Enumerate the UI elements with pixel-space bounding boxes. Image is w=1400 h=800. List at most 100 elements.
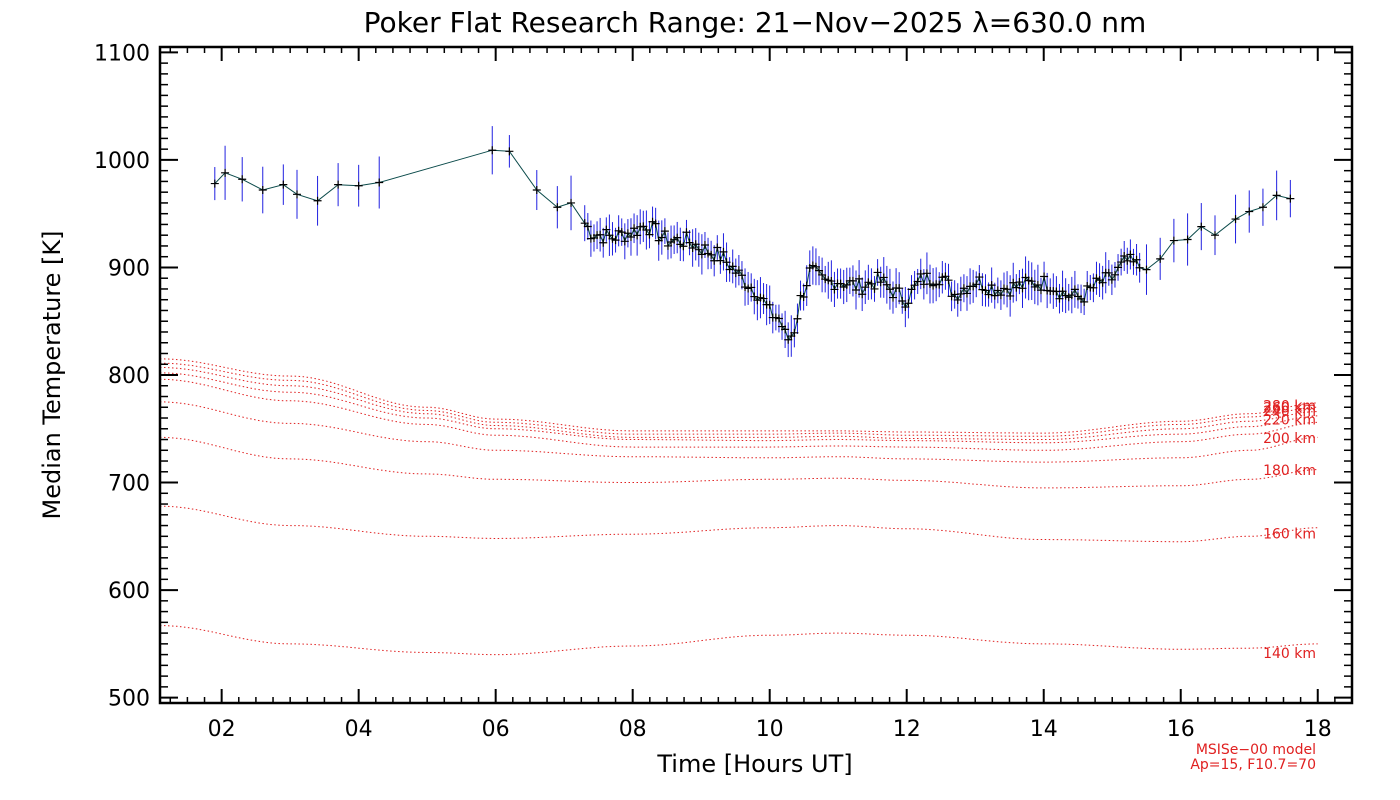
model-curve-160-km: [160, 505, 1318, 543]
data-point: [660, 227, 669, 236]
data-point: [1117, 258, 1126, 267]
data-point: [799, 293, 808, 302]
data-point: [602, 225, 611, 234]
data-point: [759, 294, 768, 303]
model-label-240-km: 240 km: [1263, 404, 1316, 420]
model-curve-280-km: [160, 362, 1318, 437]
data-point: [673, 233, 682, 242]
model-curve-200-km: [160, 401, 1318, 463]
model-label-280-km: 280 km: [1263, 398, 1316, 414]
error-bars: [214, 126, 1291, 358]
data-point: [1132, 255, 1141, 264]
y-axis-ticks: 500 600 700 800 900 1000 1100: [94, 41, 1352, 712]
data-point: [815, 266, 824, 275]
data-point: [1107, 275, 1116, 284]
data-point: [790, 328, 799, 337]
data-point: [1104, 268, 1113, 277]
data-point: [876, 278, 885, 287]
data-point: [1033, 281, 1042, 290]
data-point: [697, 250, 706, 259]
data-point: [1114, 263, 1123, 272]
data-point: [642, 226, 651, 235]
x-tick-label: 12: [893, 717, 921, 742]
data-point: [916, 269, 925, 278]
data-point: [861, 283, 870, 292]
data-point: [889, 293, 898, 302]
data-point: [944, 276, 953, 285]
data-point: [907, 285, 916, 294]
data-point: [895, 284, 904, 293]
model-curve-140-km: [160, 625, 1318, 656]
data-point: [532, 186, 541, 195]
data-point: [505, 147, 514, 156]
y-tick-label: 700: [108, 472, 150, 497]
data-point: [630, 224, 639, 233]
data-point: [700, 240, 709, 249]
model-footnote-line-2: Ap=15, F10.7=70: [1190, 757, 1316, 773]
x-tick-label: 18: [1304, 717, 1332, 742]
data-point: [626, 232, 635, 241]
data-point: [1018, 284, 1027, 293]
data-point: [848, 276, 857, 285]
data-point: [354, 181, 363, 190]
data-point: [959, 284, 968, 293]
data-point: [707, 250, 716, 259]
data-point: [818, 270, 827, 279]
data-point: [879, 273, 888, 282]
y-tick-label: 1100: [94, 41, 150, 66]
data-point: [1080, 297, 1089, 306]
data-point: [210, 179, 219, 188]
model-curve-260-km: [160, 367, 1318, 440]
data-point: [1169, 236, 1178, 245]
data-point: [1245, 207, 1254, 216]
data-point: [996, 291, 1005, 300]
data-point: [747, 283, 756, 292]
y-tick-label: 800: [108, 364, 150, 389]
data-point: [802, 281, 811, 290]
x-axis-label: Time [Hours UT]: [656, 750, 852, 778]
data-point: [1058, 287, 1067, 296]
data-point: [313, 196, 322, 205]
x-tick-label: 14: [1030, 717, 1058, 742]
data-point: [567, 198, 576, 207]
model-label-260-km: 260 km: [1263, 401, 1316, 417]
model-label-220-km: 220 km: [1263, 412, 1316, 428]
data-point: [611, 236, 620, 245]
data-point: [553, 203, 562, 212]
data-point: [238, 175, 247, 184]
data-point: [913, 277, 922, 286]
data-point: [617, 228, 626, 237]
data-point: [651, 219, 660, 228]
data-point: [1009, 278, 1018, 287]
data-point: [765, 300, 774, 309]
data-point: [1126, 250, 1135, 259]
data-point: [858, 290, 867, 299]
data-point: [682, 228, 691, 237]
model-curve-180-km: [160, 436, 1318, 489]
data-point: [1120, 252, 1129, 261]
data-point: [713, 243, 722, 252]
data-point: [1027, 277, 1036, 286]
data-point: [728, 262, 737, 271]
measured-line: [214, 149, 1291, 341]
data-point: [1055, 294, 1064, 303]
model-curve-300-km: [160, 358, 1318, 434]
data-point: [1197, 222, 1206, 231]
x-tick-label: 02: [208, 717, 236, 742]
data-point: [716, 256, 725, 265]
data-point: [620, 237, 629, 246]
model-curve-240-km: [159, 372, 1318, 444]
data-point: [1089, 283, 1098, 292]
data-point: [737, 271, 746, 280]
data-point: [867, 279, 876, 288]
data-point: [873, 268, 882, 277]
measurement-markers: [210, 146, 1295, 344]
x-axis-ticks: 02 04 06 08 10 12 14 16 18: [169, 47, 1353, 742]
data-point: [842, 280, 851, 289]
data-point: [827, 277, 836, 286]
data-point: [870, 284, 879, 293]
data-point: [657, 233, 666, 242]
data-point: [793, 314, 802, 323]
data-point: [334, 180, 343, 189]
